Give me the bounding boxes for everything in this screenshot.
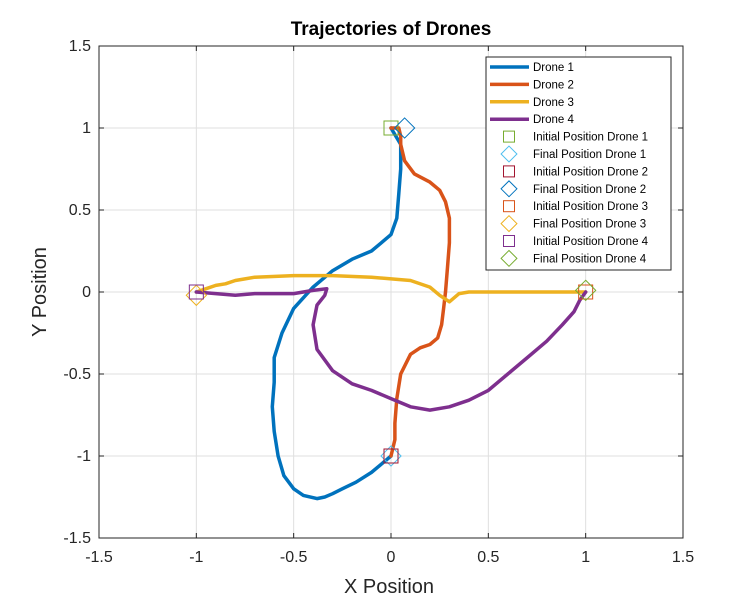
legend-entry-label: Drone 2 — [533, 79, 574, 91]
legend-marker-swatch — [503, 130, 515, 143]
legend-marker-swatch — [503, 165, 515, 178]
legend-marker-swatch — [503, 235, 515, 247]
legend-entry-label: Initial Position Drone 1 — [533, 132, 648, 144]
x-axis-label: X Position — [344, 576, 434, 598]
final-position-marker-8 — [574, 279, 597, 302]
legend-entry-label: Final Position Drone 3 — [533, 219, 646, 231]
legend-entry-label: Drone 1 — [533, 62, 574, 74]
series-line-drone-4 — [194, 286, 588, 412]
x-tick-label: -0.5 — [280, 549, 308, 566]
initial-position-marker-7 — [188, 284, 204, 300]
y-tick-label: 1 — [82, 120, 91, 137]
y-axis-label: Y Position — [29, 247, 51, 337]
x-tick-label: -1 — [189, 549, 203, 566]
y-tick-label: -1 — [77, 448, 91, 465]
y-tick-label: 0 — [82, 284, 91, 301]
initial-position-marker-1 — [383, 120, 399, 136]
legend-marker-swatch — [503, 200, 515, 213]
legend-marker-swatch — [500, 214, 518, 233]
legend-entry-label: Initial Position Drone 4 — [533, 236, 649, 248]
series-line-drone-3 — [194, 273, 588, 304]
series-layer — [194, 126, 588, 501]
x-tick-label: 1 — [581, 549, 590, 566]
legend-box — [485, 56, 672, 271]
y-tick-label: 0.5 — [69, 202, 91, 219]
y-tick-label: -1.5 — [63, 530, 91, 547]
legend-marker-swatch — [500, 180, 518, 198]
final-position-marker-4 — [393, 117, 416, 139]
x-tick-label: 1.5 — [672, 549, 694, 566]
legend-marker-swatch — [500, 145, 518, 163]
axis-ticks: -1.5 -1 -0.5 0 0.5 1 1.5 -1.5 -1 -0.5 0 0.5 1 1.5 — [63, 38, 694, 566]
legend-marker-swatch — [500, 249, 518, 268]
series-line-drone-1 — [270, 126, 403, 501]
legend-entry-label: Final Position Drone 2 — [533, 184, 646, 196]
x-tick-label: 0.5 — [477, 549, 499, 566]
legend-entry-label: Final Position Drone 1 — [533, 149, 646, 161]
x-tick-label: -1.5 — [85, 549, 113, 566]
legend: Drone 1 Drone 2 Drone 3 Drone 4 Initial Posi… — [485, 56, 672, 271]
initial-position-marker-5 — [578, 284, 594, 300]
chart-title: Trajectories of Drones — [291, 19, 492, 40]
x-tick-label: 0 — [387, 549, 396, 566]
legend-entry-label: Final Position Drone 4 — [533, 253, 647, 265]
legend-entry-label: Drone 3 — [533, 97, 574, 109]
series-line-drone-2 — [389, 126, 452, 458]
legend-entry-label: Initial Position Drone 2 — [533, 166, 648, 178]
y-tick-label: -0.5 — [63, 366, 91, 383]
y-tick-label: 1.5 — [69, 38, 91, 55]
legend-entries: Drone 1 Drone 2 Drone 3 Drone 4 Initial Posi… — [490, 62, 649, 268]
initial-position-marker-3 — [383, 448, 399, 464]
legend-entry-label: Drone 4 — [533, 114, 575, 126]
marker-layer — [185, 117, 597, 467]
legend-entry-label: Initial Position Drone 3 — [533, 201, 648, 213]
